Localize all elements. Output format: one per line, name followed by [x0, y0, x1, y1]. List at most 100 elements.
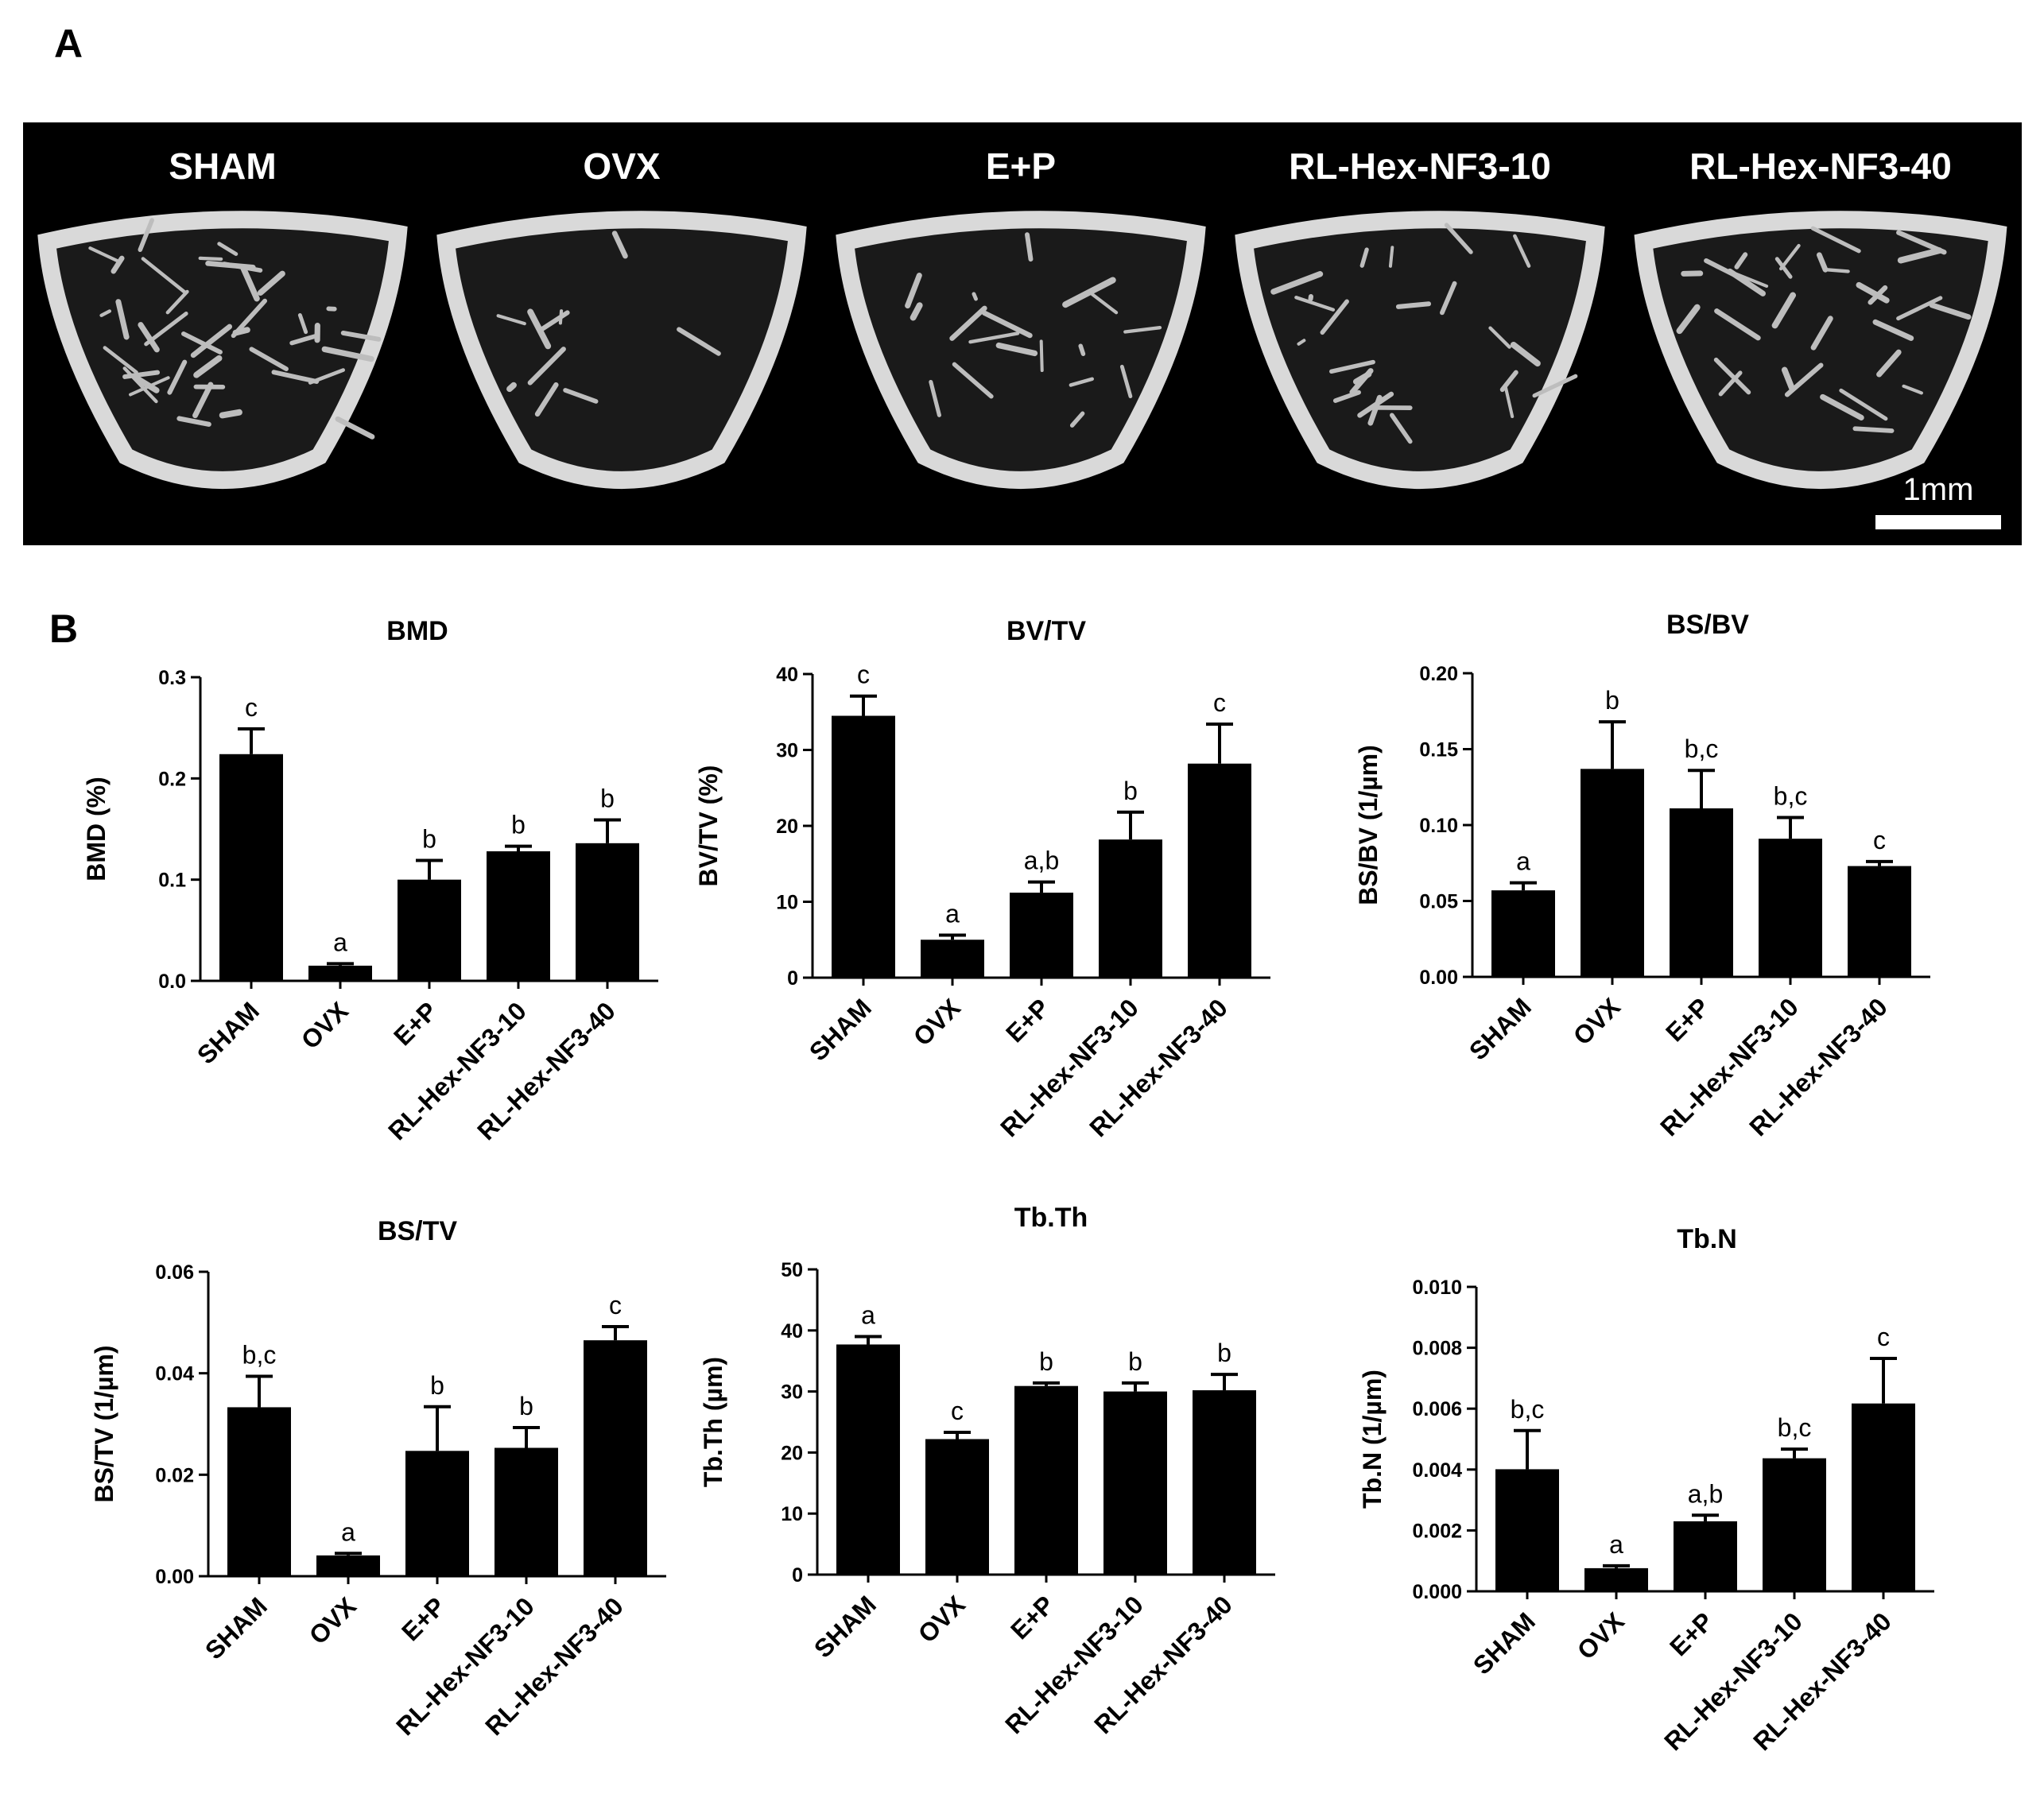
scale-bar-label: 1mm — [1902, 472, 1974, 507]
x-tick-label: E+P — [388, 996, 443, 1051]
scan-rl-hex-nf3-10: RL-Hex-NF3-10 — [1220, 122, 1619, 545]
trabecula — [905, 273, 922, 309]
bar — [1848, 866, 1911, 977]
trabecula — [968, 331, 1020, 344]
trabecula — [1090, 293, 1119, 315]
trabecula — [99, 309, 112, 317]
significance-label: a — [1609, 1530, 1623, 1559]
trabecula — [205, 261, 256, 270]
scan-ovx: OVX — [422, 122, 821, 545]
y-tick-label: 0.2 — [158, 768, 186, 790]
trabecula — [176, 416, 211, 427]
significance-label: c — [1873, 826, 1886, 854]
trabecula — [929, 379, 941, 417]
bar — [1763, 1458, 1826, 1591]
trabecula — [190, 324, 233, 358]
trabecula — [539, 310, 570, 332]
x-tick-label: SHAM — [1468, 1606, 1541, 1680]
significance-label: c — [1213, 688, 1226, 717]
significance-label: b — [519, 1392, 533, 1420]
chart-title: Tb.N — [1677, 1224, 1737, 1254]
trabecula — [1876, 349, 1902, 378]
trabecula — [1816, 252, 1829, 273]
trabecula — [1810, 226, 1861, 254]
trabecula — [122, 366, 158, 404]
x-tick-label: E+P — [1660, 992, 1715, 1047]
trabecula — [949, 305, 987, 341]
trabecula — [1119, 364, 1133, 399]
scale-bar — [1875, 515, 2001, 529]
scan-label-ep: E+P — [985, 145, 1057, 187]
bone-cross-section — [1235, 211, 1605, 489]
trabecula — [1771, 292, 1797, 329]
y-tick-label: 0 — [792, 1564, 803, 1587]
trabecula — [972, 292, 978, 301]
significance-label: b — [511, 811, 526, 839]
bar — [1584, 1567, 1648, 1591]
bar — [1103, 1391, 1167, 1575]
y-tick-label: 0.20 — [1419, 663, 1458, 685]
y-axis-label: BMD (%) — [82, 777, 111, 882]
bar — [487, 851, 550, 981]
trabecula — [1270, 271, 1324, 295]
trabecula — [198, 256, 223, 262]
bar — [1674, 1521, 1737, 1591]
significance-label: b — [600, 785, 615, 813]
trabecula — [340, 331, 382, 342]
trabecula — [1513, 234, 1531, 268]
bar — [1491, 890, 1555, 977]
cortical-shell — [1235, 211, 1605, 489]
trabecula — [1039, 339, 1044, 373]
significance-label: b — [1605, 686, 1619, 715]
trabecula — [1902, 384, 1923, 395]
x-tick-label: E+P — [1000, 993, 1055, 1048]
y-tick-label: 0.10 — [1419, 815, 1458, 837]
trabecula — [1820, 393, 1864, 420]
scan-sham: SHAM — [23, 122, 422, 545]
significance-label: b — [1128, 1347, 1142, 1376]
trabecula — [134, 375, 160, 393]
trabecula — [167, 359, 188, 395]
trabecula — [1352, 371, 1372, 385]
trabecula — [1328, 359, 1375, 374]
trabecula — [1395, 301, 1432, 309]
trabecula — [527, 308, 552, 350]
trabecula — [1532, 374, 1578, 398]
trabecula — [1839, 388, 1888, 421]
trabecula — [1320, 299, 1349, 335]
trabecula — [1856, 281, 1890, 304]
trabecula — [289, 333, 320, 346]
y-tick-label: 0.004 — [1412, 1459, 1462, 1482]
y-tick-label: 40 — [776, 664, 798, 686]
trabecula — [677, 327, 721, 356]
trabecula — [1852, 426, 1895, 433]
trabecula — [335, 416, 375, 440]
significance-label: b,c — [1685, 734, 1719, 763]
y-tick-label: 40 — [781, 1320, 803, 1343]
bar — [1014, 1385, 1078, 1575]
trabecula — [138, 218, 154, 253]
chart-title: BS/TV — [378, 1216, 457, 1246]
bone-cross-section — [836, 211, 1206, 489]
bar — [925, 1439, 989, 1575]
y-tick-label: 0.3 — [158, 667, 186, 689]
significance-label: a — [1516, 847, 1530, 876]
trabecula — [1390, 413, 1413, 444]
trabecula — [1332, 389, 1361, 403]
trabecula — [1714, 308, 1761, 341]
trabecula — [506, 382, 517, 393]
trabecula — [1897, 247, 1943, 264]
significance-label: a — [945, 900, 960, 928]
x-tick-label: SHAM — [1464, 992, 1537, 1065]
trabecula — [240, 265, 260, 302]
y-tick-label: 0.04 — [155, 1363, 194, 1385]
y-tick-label: 0.006 — [1412, 1398, 1462, 1420]
y-tick-label: 0.06 — [155, 1261, 194, 1284]
trabecula — [1069, 377, 1094, 387]
trabecula — [308, 368, 346, 385]
trabecula — [103, 346, 138, 374]
significance-label: b,c — [1511, 1395, 1545, 1424]
chart-title: BS/BV — [1666, 610, 1749, 640]
bar — [1099, 839, 1162, 978]
trabecula — [1896, 296, 1943, 321]
